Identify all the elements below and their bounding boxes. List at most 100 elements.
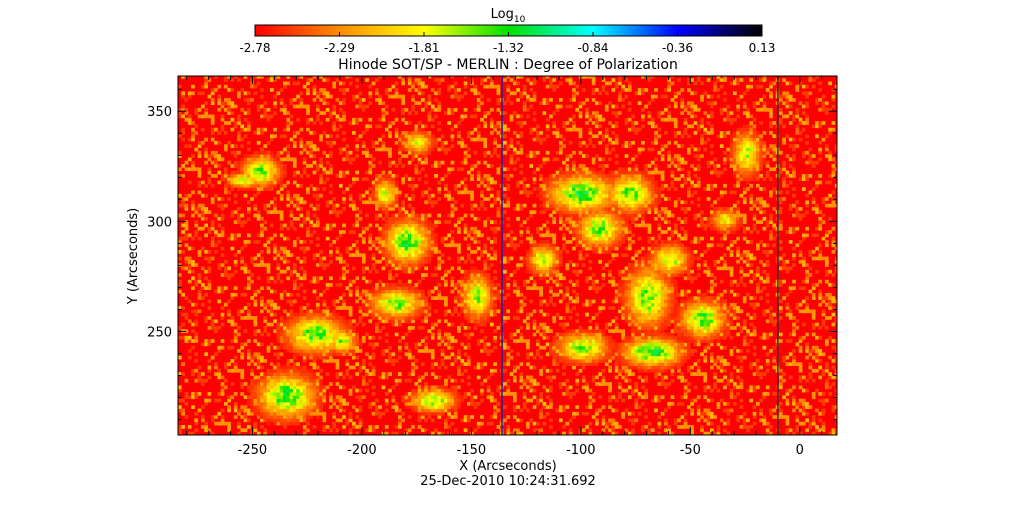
heatmap-cell: [352, 421, 356, 426]
heatmap-cell: [243, 180, 248, 185]
heatmap-cell: [401, 140, 405, 145]
heatmap-cell: [348, 183, 353, 188]
heatmap-cell: [375, 411, 379, 416]
heatmap-cell: [467, 190, 471, 195]
heatmap-cell: [260, 332, 264, 337]
heatmap-cell: [273, 388, 277, 393]
heatmap-cell: [401, 286, 405, 291]
heatmap-cell: [263, 177, 268, 182]
heatmap-cell: [289, 197, 294, 201]
heatmap-cell: [207, 249, 212, 254]
heatmap-cell: [467, 342, 471, 347]
heatmap-cell: [263, 418, 268, 423]
heatmap-cell: [240, 174, 245, 178]
heatmap-cell: [286, 365, 291, 370]
heatmap-cell: [329, 170, 333, 175]
heatmap-cell: [489, 398, 494, 403]
heatmap-cell: [381, 111, 386, 115]
heatmap-cell: [470, 266, 474, 271]
heatmap-cell: [279, 329, 284, 333]
heatmap-cell: [325, 332, 330, 337]
heatmap-cell: [411, 137, 415, 142]
heatmap-cell: [437, 213, 442, 218]
heatmap-cell: [319, 134, 323, 139]
heatmap-cell: [388, 124, 392, 129]
heatmap-cell: [447, 408, 451, 413]
heatmap-cell: [266, 375, 271, 380]
heatmap-cell: [332, 325, 337, 330]
heatmap-cell: [430, 243, 435, 248]
heatmap-cell: [417, 302, 422, 307]
heatmap-cell: [273, 395, 277, 400]
heatmap-cell: [283, 223, 287, 228]
heatmap-cell: [335, 134, 340, 139]
heatmap-cell: [329, 150, 333, 155]
heatmap-cell: [496, 167, 501, 172]
heatmap-cell: [486, 279, 491, 284]
heatmap-cell: [489, 292, 494, 297]
heatmap-cell: [460, 289, 465, 294]
heatmap-cell: [447, 411, 451, 416]
heatmap-cell: [292, 286, 297, 291]
heatmap-cell: [319, 180, 323, 185]
heatmap-cell: [549, 213, 553, 218]
heatmap-cell: [207, 359, 212, 363]
heatmap-cell: [315, 378, 320, 383]
heatmap-cell: [470, 299, 474, 304]
heatmap-cell: [391, 259, 396, 264]
heatmap-cell: [348, 157, 353, 162]
heatmap-cell: [489, 299, 494, 304]
heatmap-cell: [306, 329, 310, 333]
heatmap-cell: [214, 325, 218, 330]
heatmap-cell: [463, 81, 468, 86]
heatmap-cell: [483, 183, 488, 188]
heatmap-cell: [204, 256, 208, 261]
heatmap-cell: [181, 408, 185, 413]
heatmap-cell: [348, 349, 353, 353]
heatmap-cell: [483, 220, 488, 224]
heatmap-cell: [325, 309, 330, 314]
heatmap-cell: [276, 170, 281, 175]
heatmap-cell: [319, 382, 323, 386]
heatmap-cell: [260, 94, 264, 99]
heatmap-cell: [240, 345, 245, 350]
heatmap-cell: [430, 395, 435, 400]
heatmap-cell: [283, 395, 287, 400]
heatmap-cell: [532, 378, 537, 383]
heatmap-cell: [503, 187, 507, 191]
heatmap-cell: [529, 236, 534, 241]
heatmap-cell: [444, 147, 448, 152]
heatmap-cell: [306, 382, 310, 386]
heatmap-cell: [450, 210, 455, 215]
heatmap-cell: [214, 154, 218, 158]
heatmap-cell: [256, 104, 261, 109]
heatmap-cell: [519, 309, 524, 314]
heatmap-cell: [263, 408, 268, 413]
heatmap-cell: [535, 193, 540, 198]
heatmap-cell: [253, 160, 258, 165]
heatmap-cell: [266, 150, 271, 155]
heatmap-cell: [279, 256, 284, 261]
heatmap-cell: [325, 134, 330, 139]
heatmap-cell: [444, 385, 448, 390]
heatmap-cell: [335, 418, 340, 423]
heatmap-cell: [388, 306, 392, 310]
heatmap-cell: [378, 226, 383, 231]
heatmap-cell: [467, 345, 471, 350]
heatmap-cell: [256, 392, 261, 396]
heatmap-cell: [217, 94, 222, 99]
heatmap-cell: [194, 378, 199, 383]
heatmap-cell: [269, 385, 274, 390]
heatmap-cell: [375, 223, 379, 228]
heatmap-cell: [309, 392, 314, 396]
heatmap-cell: [299, 325, 304, 330]
heatmap-cell: [325, 319, 330, 324]
heatmap-cell: [532, 365, 537, 370]
heatmap-cell: [273, 164, 277, 168]
heatmap-cell: [187, 167, 192, 172]
heatmap-cell: [381, 144, 386, 148]
heatmap-cell: [217, 164, 222, 168]
heatmap-cell: [384, 312, 389, 317]
heatmap-cell: [194, 210, 199, 215]
heatmap-cell: [283, 309, 287, 314]
